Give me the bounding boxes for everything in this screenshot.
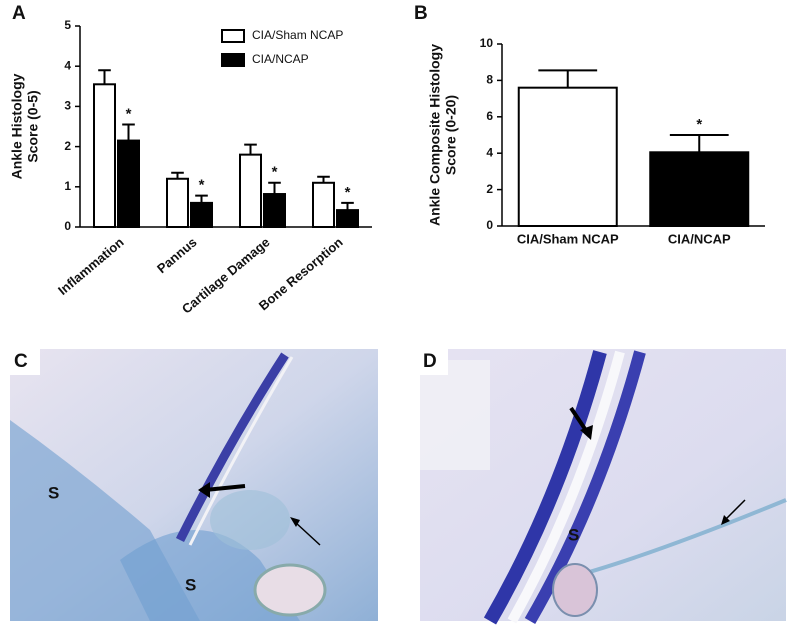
y-tick-label: 0: [64, 219, 71, 233]
bar: [517, 86, 618, 228]
y-tick-label: 6: [486, 109, 493, 123]
bar: [93, 83, 116, 229]
y-axis-label: Ankle Histology: [9, 73, 25, 179]
bar: [117, 139, 140, 229]
bar: [239, 153, 262, 228]
error-bar: [98, 69, 111, 85]
y-axis-label: Ankle Composite Histology: [427, 44, 443, 226]
bar: [166, 177, 189, 228]
y-axis-label: Score (0-20): [443, 95, 459, 175]
error-bar: [268, 181, 281, 195]
x-tick-label: CIA/NCAP: [668, 231, 731, 246]
y-tick-label: 10: [480, 36, 494, 50]
x-tick-label: CIA/Sham NCAP: [517, 231, 619, 246]
y-tick-label: 0: [486, 218, 493, 232]
error-bar: [171, 171, 184, 179]
error-bar: [669, 134, 729, 153]
y-tick-label: 1: [64, 179, 71, 193]
y-tick-label: 4: [486, 145, 493, 159]
error-bar: [317, 175, 330, 183]
x-tick-label: Inflammation: [55, 234, 127, 298]
y-tick-label: 8: [486, 73, 493, 87]
legend-swatch: [221, 29, 245, 43]
bar: [312, 181, 335, 228]
error-bar: [122, 123, 135, 141]
significance-label: *: [126, 105, 132, 122]
histology-image: D S: [420, 349, 787, 625]
error-bar: [341, 201, 354, 211]
legend-label: CIA/NCAP: [252, 52, 309, 66]
y-axis-label: Score (0-5): [25, 90, 41, 162]
error-bar: [244, 143, 257, 155]
legend-label: CIA/Sham NCAP: [252, 28, 343, 42]
panel-label: D: [423, 351, 437, 372]
y-tick-label: 3: [64, 99, 71, 113]
y-tick-label: 5: [64, 18, 71, 32]
bar: [649, 151, 750, 227]
x-tick-label: Pannus: [154, 234, 200, 276]
marker-label: S: [568, 525, 579, 544]
y-tick-label: 2: [486, 182, 493, 196]
panel-label: A: [12, 3, 26, 24]
panel-label: C: [14, 351, 28, 372]
histology-image: C S S: [10, 349, 378, 621]
error-bar: [538, 69, 598, 88]
error-bar: [195, 194, 208, 203]
bar: [336, 209, 359, 228]
legend-swatch: [221, 53, 245, 67]
bar: [190, 201, 213, 229]
y-tick-label: 2: [64, 139, 71, 153]
y-tick-label: 4: [64, 58, 71, 72]
panel-label: B: [414, 3, 428, 24]
significance-label: *: [272, 164, 278, 181]
marker-label: S: [185, 575, 196, 594]
significance-label: *: [696, 116, 702, 133]
bar: [263, 193, 286, 228]
significance-label: *: [199, 177, 205, 194]
marker-label: S: [48, 483, 59, 502]
significance-label: *: [345, 184, 351, 201]
